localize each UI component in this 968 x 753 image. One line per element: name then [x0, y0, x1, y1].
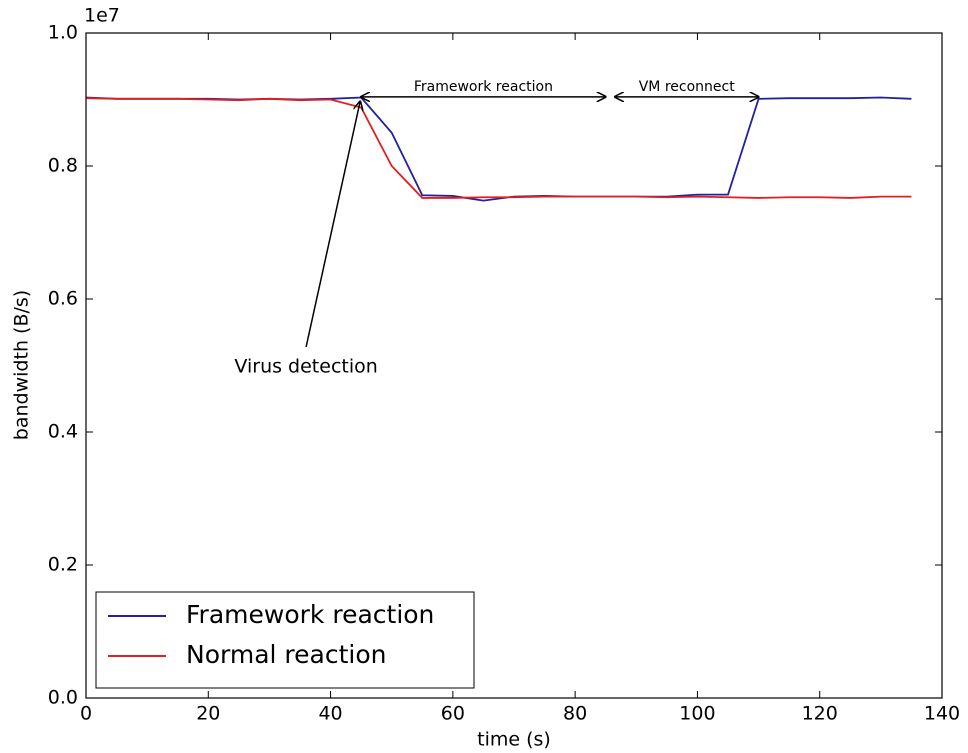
x-tick-label: 40	[318, 703, 342, 725]
x-axis-label: time (s)	[477, 729, 551, 751]
x-tick-label: 80	[563, 703, 587, 725]
y-tick-label: 0.4	[48, 421, 78, 443]
x-tick-label: 140	[924, 703, 960, 725]
y-tick-label: 0.6	[48, 288, 78, 310]
x-tick-label: 120	[802, 703, 838, 725]
x-tick-label: 0	[80, 703, 92, 725]
y-tick-label: 0.8	[48, 155, 78, 177]
annotation-text: VM reconnect	[639, 79, 735, 95]
series-line	[85, 97, 912, 199]
x-tick-label: 100	[679, 703, 715, 725]
y-tick-label: 0.0	[48, 687, 78, 709]
legend-label: Framework reaction	[186, 600, 434, 629]
legend-box	[95, 591, 475, 689]
x-tick-label: 20	[196, 703, 220, 725]
plot-frame	[85, 32, 943, 699]
y-tick-label: 1.0	[48, 22, 78, 44]
y-offset-label: 1e7	[84, 5, 120, 27]
y-axis-label: bandwidth (B/s)	[11, 290, 33, 440]
series-line	[85, 96, 912, 202]
annotation-text: Framework reaction	[414, 79, 553, 95]
y-tick-label: 0.2	[48, 554, 78, 576]
legend-label: Normal reaction	[186, 640, 386, 669]
annotation-text: Virus detection	[234, 355, 377, 377]
x-tick-label: 60	[441, 703, 465, 725]
annotation-arrow	[305, 102, 360, 348]
